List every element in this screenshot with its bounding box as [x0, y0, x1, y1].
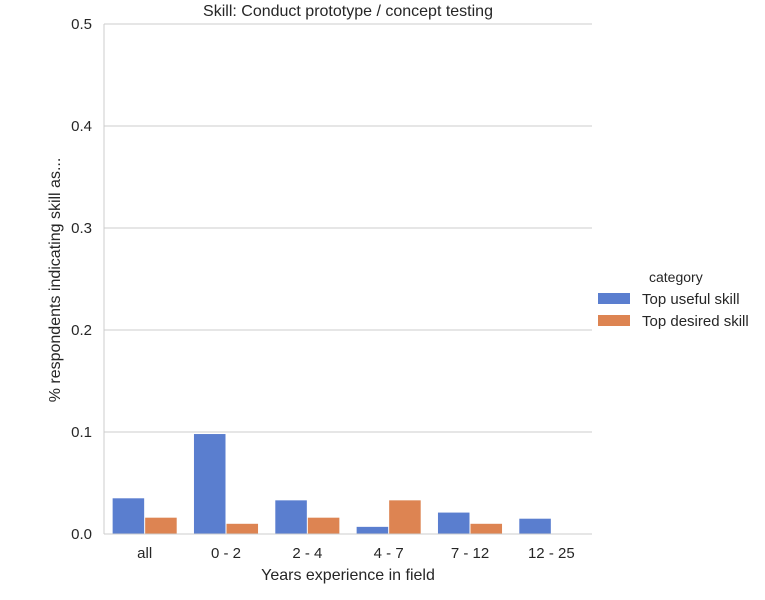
bar: [145, 517, 177, 534]
bar: [389, 500, 421, 534]
x-tick-label: 0 - 2: [211, 545, 241, 562]
legend: category Top useful skill Top desired ski…: [598, 269, 749, 330]
y-axis-label: % respondents indicating skill as...: [47, 158, 64, 403]
bar: [356, 526, 389, 534]
y-tick-label: 0.2: [71, 322, 92, 339]
x-axis-label: Years experience in field: [261, 567, 435, 584]
x-tick-label: 4 - 7: [374, 545, 404, 562]
bar: [307, 517, 340, 534]
x-tick-label: all: [137, 545, 152, 562]
bars: [112, 434, 551, 534]
bar: [519, 518, 551, 534]
y-tick-label: 0.0: [71, 526, 92, 543]
y-tick-label: 0.1: [71, 424, 92, 441]
bar: [437, 512, 470, 534]
legend-title: category: [649, 269, 703, 285]
y-tick-label: 0.4: [71, 118, 92, 135]
legend-label: Top desired skill: [642, 313, 749, 330]
bar: [226, 523, 259, 534]
gridlines: [104, 23, 592, 535]
x-tick-labels: all 0 - 2 2 - 4 4 - 7 7 - 12 12 - 25: [137, 545, 575, 562]
bar: [112, 498, 145, 534]
x-tick-label: 12 - 25: [528, 545, 575, 562]
y-tick-labels: 0.0 0.1 0.2 0.3 0.4 0.5: [71, 16, 92, 543]
legend-label: Top useful skill: [642, 291, 740, 308]
x-tick-label: 7 - 12: [451, 545, 489, 562]
legend-swatch: [598, 293, 630, 304]
x-tick-label: 2 - 4: [292, 545, 322, 562]
chart-title: Skill: Conduct prototype / concept testi…: [203, 3, 493, 20]
bar: [275, 500, 307, 534]
y-tick-label: 0.5: [71, 16, 92, 33]
y-tick-label: 0.3: [71, 220, 92, 237]
bar: [470, 523, 503, 534]
bar: [193, 434, 226, 534]
legend-swatch: [598, 315, 630, 326]
